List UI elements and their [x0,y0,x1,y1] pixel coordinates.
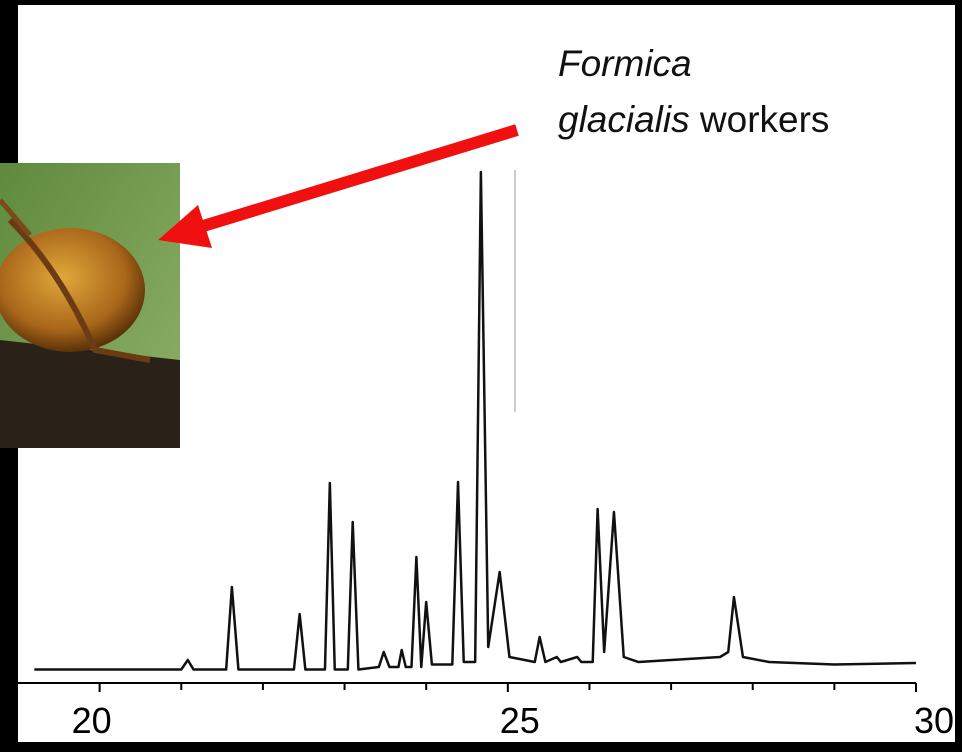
x-tick-label: 30 [914,700,954,741]
trace [34,170,917,671]
annotation-species-line: glacialis workers [558,99,829,140]
annotation-species: glacialis [558,99,690,140]
arrow [158,124,519,248]
annotation-genus: Formica [558,43,692,84]
x-tick-label: 25 [500,700,540,741]
x-tick-label: 20 [72,700,112,741]
annotation-caste: workers [699,99,830,140]
ant-photo [0,163,180,448]
